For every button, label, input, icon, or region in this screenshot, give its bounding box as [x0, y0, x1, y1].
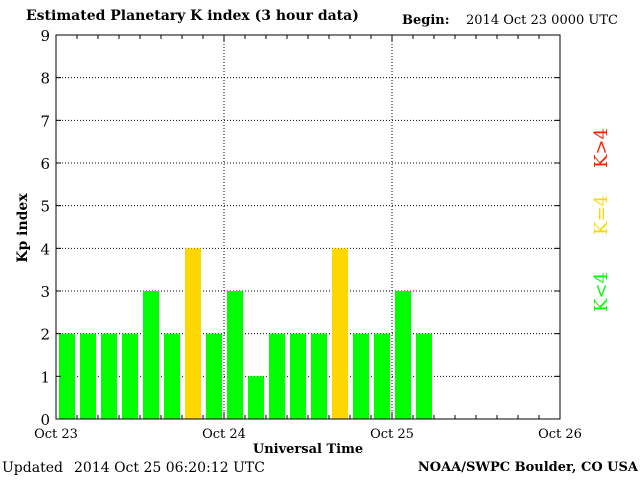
- kp-bar: [374, 333, 390, 419]
- kp-bar: [227, 291, 243, 419]
- grid-lines: [56, 35, 560, 419]
- axis-ticks: [55, 34, 561, 420]
- y-tick-label: 6: [40, 155, 50, 173]
- bar-series: [59, 248, 432, 419]
- kp-bar: [290, 333, 306, 419]
- chart-title: Estimated Planetary K index (3 hour data…: [26, 8, 359, 24]
- y-tick-label: 4: [40, 240, 50, 258]
- kp-bar: [353, 333, 369, 419]
- kp-bar: [143, 291, 159, 419]
- kp-bar: [332, 248, 348, 419]
- y-tick-label: 5: [40, 198, 50, 216]
- x-tick-label: Oct 23: [34, 427, 78, 442]
- kp-bar: [59, 333, 75, 419]
- axis-labels: 0 1 2 3 4 5 6 7 8 9 Oct 23 Oct 24 Oct 25 Oct 26: [34, 27, 582, 442]
- y-tick-label: 0: [40, 411, 50, 429]
- kp-bar: [185, 248, 201, 419]
- kp-bar: [269, 333, 285, 419]
- kp-bar: [101, 333, 117, 419]
- kp-bar: [416, 333, 432, 419]
- y-tick-label: 8: [40, 70, 50, 88]
- legend: K<4 K=4 K>4: [591, 128, 612, 312]
- y-axis-label: Kp index: [15, 193, 31, 263]
- x-tick-label: Oct 26: [538, 427, 582, 442]
- y-tick-label: 2: [40, 326, 50, 344]
- legend-item-below4: K<4: [591, 272, 612, 312]
- y-tick-label: 7: [40, 112, 50, 130]
- y-tick-label: 3: [40, 283, 50, 301]
- y-tick-label: 9: [40, 27, 50, 45]
- kp-bar: [164, 333, 180, 419]
- updated-timestamp: 2014 Oct 25 06:20:12 UTC: [74, 460, 265, 476]
- kp-bar: [395, 291, 411, 419]
- kp-bar: [248, 376, 264, 419]
- x-tick-label: Oct 25: [370, 427, 414, 442]
- updated-label: Updated: [2, 460, 63, 476]
- x-tick-label: Oct 24: [202, 427, 246, 442]
- legend-item-eq4: K=4: [591, 195, 612, 235]
- credit-text: NOAA/SWPC Boulder, CO USA: [417, 460, 638, 475]
- kp-bar: [311, 333, 327, 419]
- kp-bar: [122, 333, 138, 419]
- kp-bar: [206, 333, 222, 419]
- y-tick-label: 1: [40, 368, 50, 386]
- begin-timestamp: 2014 Oct 23 0000 UTC: [466, 13, 618, 28]
- legend-item-above4: K>4: [591, 128, 612, 168]
- begin-label: Begin:: [402, 13, 450, 28]
- kp-bar: [80, 333, 96, 419]
- x-axis-label: Universal Time: [253, 442, 363, 457]
